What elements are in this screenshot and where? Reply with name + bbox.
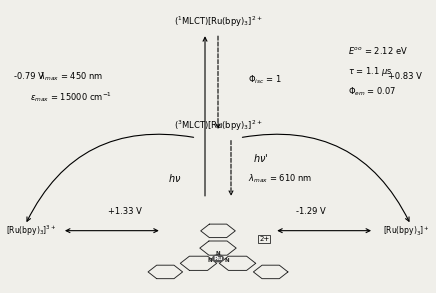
Text: N: N [224,258,229,263]
Text: 2+: 2+ [259,236,269,242]
Text: -1.29 V: -1.29 V [296,207,326,216]
Text: $h\nu$': $h\nu$' [252,152,268,164]
Text: -0.79 V: -0.79 V [14,72,44,81]
Text: $\tau$ = 1.1 $\mu$s: $\tau$ = 1.1 $\mu$s [348,64,392,78]
Text: [Ru(bpy)$_3$]$^{3+}$: [Ru(bpy)$_3$]$^{3+}$ [6,224,56,238]
Text: $\lambda_{max}$ = 610 nm: $\lambda_{max}$ = 610 nm [249,172,313,185]
Text: ($^1$MLCT)[Ru(bpy)$_3$]$^{2+}$: ($^1$MLCT)[Ru(bpy)$_3$]$^{2+}$ [174,15,262,29]
Text: +0.83 V: +0.83 V [388,72,422,81]
Text: $\varepsilon_{max}$ = 15000 cm$^{-1}$: $\varepsilon_{max}$ = 15000 cm$^{-1}$ [30,90,112,104]
Text: $E^{oo}$ = 2.12 eV: $E^{oo}$ = 2.12 eV [348,45,408,56]
Text: $h\nu$: $h\nu$ [168,172,181,184]
Text: N: N [207,258,212,263]
Text: [Ru(bpy)$_3$]$^+$: [Ru(bpy)$_3$]$^+$ [384,224,430,238]
Text: $\Phi_{isc}$ = 1: $\Phi_{isc}$ = 1 [249,74,282,86]
Text: ($^3$MLCT)[Ru(bpy)$_3$]$^{2+}$: ($^3$MLCT)[Ru(bpy)$_3$]$^{2+}$ [174,119,262,133]
Text: Ru: Ru [213,256,223,261]
Text: $\lambda_{max}$ = 450 nm: $\lambda_{max}$ = 450 nm [39,71,103,83]
Text: $\Phi_{em}$ = 0.07: $\Phi_{em}$ = 0.07 [348,85,396,98]
Circle shape [213,255,223,262]
Text: +1.33 V: +1.33 V [108,207,142,216]
Text: N: N [216,251,220,256]
